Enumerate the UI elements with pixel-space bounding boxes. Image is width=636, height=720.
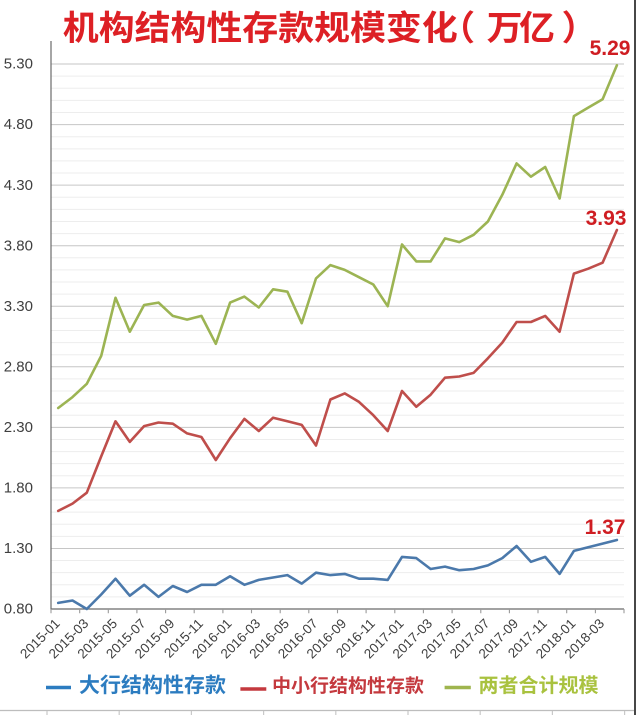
svg-text:2.30: 2.30	[4, 419, 33, 436]
svg-text:4.30: 4.30	[4, 177, 33, 194]
svg-text:1.30: 1.30	[4, 540, 33, 557]
svg-text:5.29: 5.29	[590, 37, 631, 60]
svg-text:1.37: 1.37	[585, 516, 626, 539]
svg-text:0.80: 0.80	[4, 601, 33, 618]
svg-text:5.30: 5.30	[4, 56, 33, 73]
svg-text:3.80: 3.80	[4, 237, 33, 254]
svg-text:1.80: 1.80	[4, 480, 33, 497]
svg-text:3.93: 3.93	[586, 207, 627, 230]
svg-text:2.80: 2.80	[4, 358, 33, 375]
svg-text:3.30: 3.30	[4, 298, 33, 315]
svg-text:4.80: 4.80	[4, 116, 33, 133]
